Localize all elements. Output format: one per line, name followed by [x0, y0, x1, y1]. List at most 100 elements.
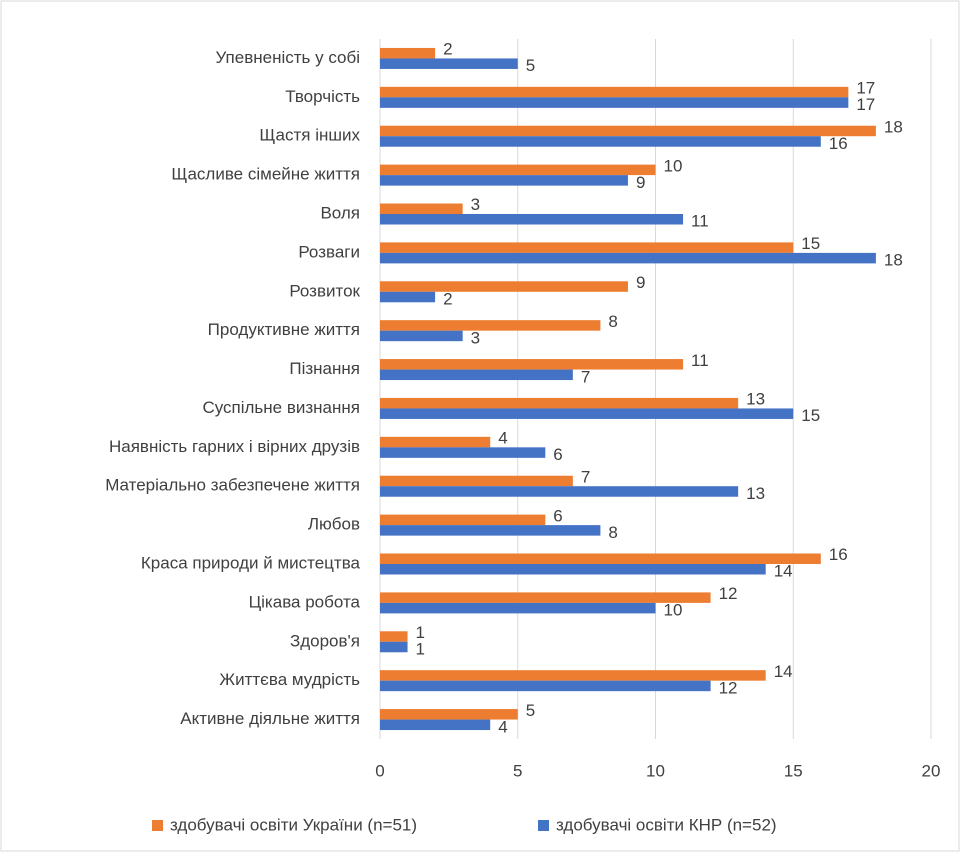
value-label: 7 [581, 467, 590, 486]
value-label: 17 [856, 95, 875, 114]
bar [380, 564, 766, 575]
bar [380, 641, 408, 653]
bar [380, 447, 546, 458]
y-tick-label: Продуктивне життя [208, 320, 360, 339]
bar [380, 281, 628, 292]
bar [380, 592, 711, 603]
value-label: 14 [774, 562, 793, 581]
y-tick-label: Активне діяльне життя [180, 709, 360, 728]
value-label: 6 [553, 445, 562, 464]
bar [380, 680, 711, 692]
bar [380, 175, 628, 186]
bar [380, 670, 766, 681]
value-label: 12 [719, 678, 738, 697]
value-label: 9 [636, 273, 645, 292]
bar [380, 164, 656, 176]
value-label: 12 [719, 584, 738, 603]
value-label: 16 [829, 545, 848, 564]
value-label: 1 [416, 623, 425, 642]
x-tick-label: 10 [646, 761, 665, 780]
bar [380, 369, 573, 381]
bar [380, 719, 491, 731]
x-tick-label: 0 [375, 761, 384, 780]
value-label: 3 [471, 195, 480, 214]
y-tick-label: Упевненість у собі [216, 48, 360, 67]
value-label: 4 [498, 429, 507, 448]
bar [380, 330, 463, 342]
y-tick-label: Воля [320, 203, 360, 222]
value-label: 8 [608, 523, 617, 542]
value-label: 7 [581, 367, 590, 386]
bar [380, 709, 518, 720]
bar [380, 486, 739, 497]
value-label: 15 [801, 234, 820, 253]
y-tick-label: Матеріально забезпечене життя [105, 476, 360, 495]
legend-swatch [152, 820, 163, 831]
y-tick-label: Любов [308, 515, 360, 534]
value-label: 6 [553, 506, 562, 525]
y-tick-label: Суспільне визнання [202, 398, 360, 417]
bar [380, 408, 794, 419]
bar [380, 125, 876, 137]
x-tick-label: 5 [513, 761, 522, 780]
value-label: 15 [801, 406, 820, 425]
bar [380, 291, 436, 303]
bar [380, 475, 573, 487]
value-label: 2 [443, 40, 452, 59]
y-tick-label: Пізнання [289, 359, 360, 378]
bar [380, 252, 876, 264]
bar [380, 136, 821, 147]
bar [380, 97, 849, 108]
bar [380, 631, 408, 642]
value-label: 4 [498, 717, 507, 736]
value-label: 11 [691, 351, 709, 370]
y-tick-label: Творчість [285, 87, 360, 106]
y-tick-label: Розваги [298, 242, 360, 261]
bar [380, 602, 656, 614]
value-label: 18 [884, 117, 903, 136]
bar [380, 553, 821, 564]
bar [380, 203, 463, 214]
value-label: 5 [526, 701, 535, 720]
bar [380, 47, 436, 59]
bar [380, 86, 849, 98]
value-label: 14 [774, 662, 793, 681]
legend-label: здобувачі освіти КНР (n=52) [556, 815, 777, 834]
bar [380, 320, 601, 331]
bar [380, 242, 794, 253]
value-label: 13 [746, 390, 765, 409]
y-tick-label: Наявність гарних і вірних друзів [109, 437, 360, 456]
x-tick-label: 20 [922, 761, 941, 780]
bar [380, 58, 518, 69]
value-label: 3 [471, 328, 480, 347]
value-label: 9 [636, 173, 645, 192]
y-tick-label: Щастя інших [259, 126, 360, 145]
legend-swatch [538, 820, 549, 831]
y-tick-label: Життєва мудрість [219, 670, 360, 689]
value-label: 10 [664, 601, 683, 620]
value-label: 18 [884, 251, 903, 270]
bar [380, 214, 684, 225]
bar [380, 397, 739, 409]
y-tick-label: Щасливе сімейне життя [171, 165, 360, 184]
y-tick-label: Цікава робота [249, 592, 361, 611]
value-label: 11 [691, 212, 709, 231]
bar [380, 514, 546, 526]
bar [380, 359, 684, 370]
y-tick-label: Здоров'я [290, 631, 360, 650]
value-label: 5 [526, 56, 535, 75]
legend-label: здобувачі освіти України (n=51) [170, 815, 417, 834]
value-label: 17 [856, 79, 875, 98]
x-tick-label: 15 [784, 761, 803, 780]
value-label: 10 [664, 156, 683, 175]
value-label: 2 [443, 290, 452, 309]
value-label: 13 [746, 484, 765, 503]
bar [380, 525, 601, 536]
bar [380, 436, 491, 448]
y-tick-label: Краса природи й мистецтва [141, 553, 361, 572]
value-label: 1 [416, 640, 425, 659]
value-label: 8 [608, 312, 617, 331]
y-tick-label: Розвиток [289, 281, 360, 300]
